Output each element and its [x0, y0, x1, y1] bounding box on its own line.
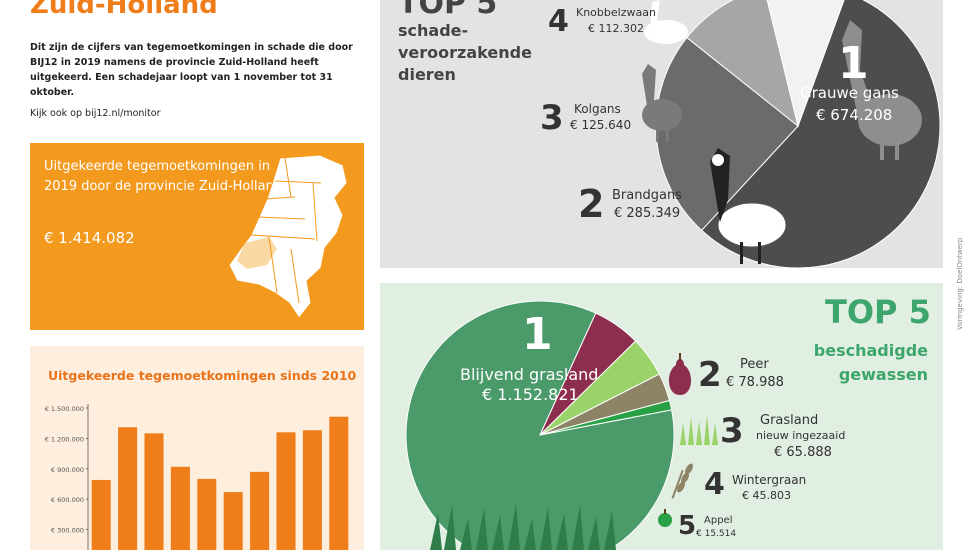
crop-name-3: Grasland	[760, 413, 819, 428]
animal-name-4: Knobbelzwaan	[576, 6, 656, 19]
bar-2015	[223, 492, 243, 550]
animals-title-line: schade-	[398, 21, 469, 40]
bar-2014	[197, 478, 217, 550]
pie-slice-grauwe-gans	[700, 0, 941, 268]
pie-slice-appel	[539, 399, 673, 436]
bar-2010	[91, 479, 111, 550]
crop-rank-5: 5	[678, 511, 697, 541]
kolgans-icon	[642, 64, 682, 142]
y-tick-label: € 1.200.000	[45, 435, 84, 443]
bar-2019	[329, 416, 349, 550]
crop-amount-3: € 65.888	[774, 445, 832, 460]
summary-text: Uitgekeerde tegemoetkomingen in 2019 doo…	[44, 159, 287, 194]
crops-panel: TOP 5 beschadigde gewassen 1 Blijvend gr…	[380, 283, 943, 550]
crops-title: beschadigde gewassen	[800, 339, 928, 387]
animal-amount-1: € 674.208	[816, 106, 893, 124]
y-tick-label: € 600.000	[51, 496, 84, 504]
animal-name-2: Brandgans	[612, 188, 682, 203]
pie-slice-kolgans	[686, 0, 799, 128]
crops-pie-chart	[405, 300, 718, 550]
animal-amount-4: € 112.302	[588, 22, 644, 35]
crop-rank-2: 2	[698, 355, 722, 395]
y-tick-label: € 300.000	[51, 527, 84, 535]
pear-icon	[668, 353, 692, 395]
animals-title-line: veroorzakende	[398, 43, 532, 62]
crop-amount-4: € 45.803	[742, 489, 791, 502]
summary-box: Uitgekeerde tegemoetkomingen in 2019 doo…	[30, 143, 364, 330]
crop-rank-3: 3	[720, 411, 744, 451]
animal-rank-2: 2	[578, 182, 605, 226]
crop-rank-4: 4	[704, 467, 725, 502]
netherlands-map-icon	[228, 154, 348, 319]
crop-amount-1: € 1.152.821	[482, 385, 579, 404]
page-title: Zuid-Holland	[30, 0, 218, 20]
apple-icon	[658, 509, 672, 527]
animals-title: schade- veroorzakende dieren	[398, 20, 532, 86]
bar-2017	[276, 432, 296, 550]
pie-slice-blijvend-grasland	[405, 300, 675, 550]
animal-rank-1: 1	[838, 38, 869, 89]
crop-name-4: Wintergraan	[732, 473, 807, 487]
monitor-link[interactable]: Kijk ook op bij12.nl/monitor	[30, 108, 161, 119]
grauwe-gans-icon	[842, 20, 922, 160]
grass-icon	[430, 503, 616, 550]
animals-title-top: TOP 5	[398, 0, 498, 21]
animal-rank-4: 4	[548, 4, 569, 39]
crops-title-top: TOP 5	[825, 293, 931, 331]
bar-chart-title: Uitgekeerde tegemoetkomingen sinds 2010	[48, 368, 357, 383]
animal-name-1: Grauwe gans	[800, 84, 899, 102]
crop-name-5: Appel	[704, 515, 733, 526]
y-tick-label: € 900.000	[51, 466, 84, 474]
y-tick-label: € 1.500.000	[45, 405, 84, 413]
animal-amount-2: € 285.349	[614, 206, 681, 221]
crop-amount-5: € 15.514	[696, 529, 737, 539]
animal-name-3: Kolgans	[574, 102, 621, 116]
crop-name-1: Blijvend grasland	[460, 365, 599, 384]
grass-sprout-icon	[680, 415, 718, 445]
wheat-icon	[671, 463, 693, 499]
crop-name-2: Peer	[740, 357, 769, 372]
pie-slice-knobbelzwaan	[766, 0, 845, 128]
bar-2018	[302, 430, 322, 550]
animals-pie-chart	[642, 0, 941, 268]
animal-amount-3: € 125.640	[570, 118, 632, 132]
intro-text: Dit zijn de cijfers van tegemoetkomingen…	[30, 42, 353, 98]
bar-2012	[144, 433, 164, 550]
bar-chart: € 300.000 € 600.000 € 900.000 € 1.200.000 € …	[45, 404, 349, 550]
knobbelzwaan-icon	[644, 0, 688, 44]
crop-sub-3: nieuw ingezaaid	[756, 429, 846, 442]
bar-chart-panel: € 300.000 € 600.000 € 900.000 € 1.200.000 € …	[30, 346, 364, 550]
crop-amount-2: € 78.988	[726, 375, 784, 390]
bar-2013	[170, 466, 190, 550]
crop-rank-1: 1	[522, 309, 553, 360]
bar-2016	[250, 471, 270, 550]
animals-title-line: dieren	[398, 65, 456, 84]
design-credit: Vormgeving: DoelOntwerp	[956, 237, 964, 330]
crops-title-line: gewassen	[838, 365, 928, 384]
bar-2011	[118, 427, 138, 550]
summary-amount: € 1.414.082	[44, 229, 135, 247]
brandgans-icon	[710, 148, 787, 264]
crops-title-line: beschadigde	[813, 341, 928, 360]
animals-panel: TOP 5 schade- veroorzakende dieren 1 Gra…	[380, 0, 943, 268]
animal-rank-3: 3	[540, 98, 564, 138]
